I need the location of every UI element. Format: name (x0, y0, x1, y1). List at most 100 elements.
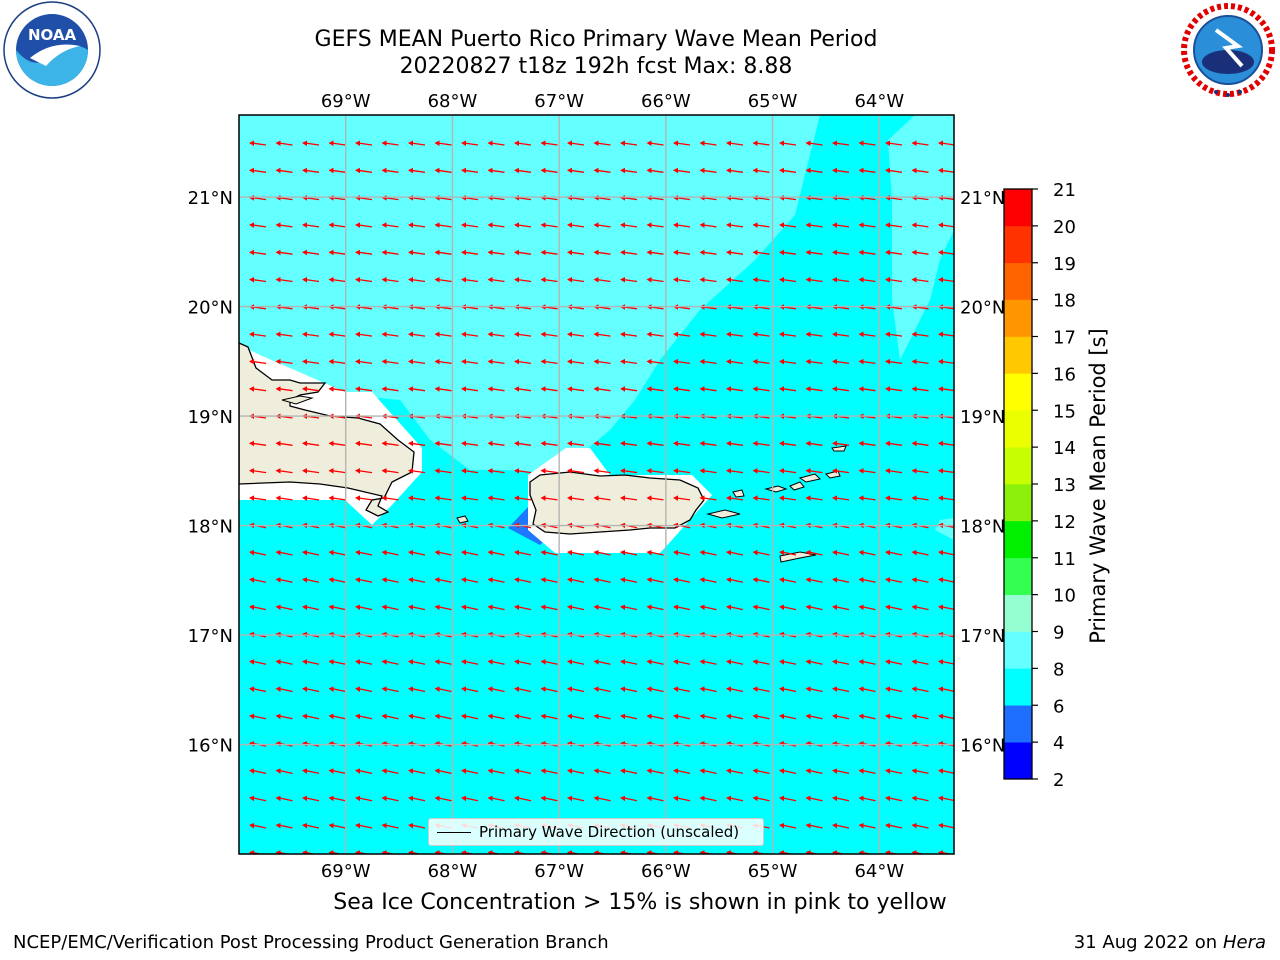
wave-arrow (408, 768, 426, 775)
wave-arrow (487, 659, 505, 665)
wave-arrow (355, 604, 373, 611)
legend-label: Primary Wave Direction (unscaled) (479, 823, 740, 841)
wave-arrow (249, 550, 267, 556)
wave-arrow (699, 550, 717, 556)
wave-arrow (381, 659, 399, 665)
wave-arrow (646, 577, 664, 583)
wave-arrow (805, 167, 823, 174)
wave-arrow (620, 768, 638, 775)
wave-arrow (885, 331, 903, 338)
wave-arrow (408, 249, 426, 256)
wave-arrow (434, 440, 452, 447)
wave-arrow (328, 577, 346, 583)
mona-island (456, 515, 469, 524)
wave-arrow (938, 440, 954, 447)
st-croix-island (779, 551, 817, 563)
wave-arrow (540, 468, 558, 474)
wave-arrow (673, 386, 691, 392)
wave-arrow (328, 277, 346, 283)
wave-arrow (673, 277, 691, 283)
wave-arrow (249, 277, 267, 283)
wave-arrow (461, 249, 479, 256)
culebra-island (732, 489, 745, 498)
wave-arrow (646, 331, 664, 338)
wave-arrow (514, 277, 532, 283)
wave-arrow (646, 386, 664, 392)
wave-arrow (699, 331, 717, 338)
colorbar-tick-label: 4 (1053, 733, 1064, 754)
wave-arrow (858, 249, 876, 256)
wave-arrow (885, 550, 903, 556)
colorbar-segment (1004, 373, 1032, 411)
wave-arrow (302, 604, 320, 611)
colorbar-segment (1004, 668, 1032, 706)
wave-arrow (381, 167, 399, 174)
wave-arrow (434, 386, 452, 392)
wave-arrow (673, 768, 691, 775)
colorbar-segment (1004, 262, 1032, 300)
wave-arrow (805, 358, 823, 365)
footer-machine: Hera (1222, 932, 1266, 953)
wave-arrow (434, 140, 452, 146)
wave-arrow (461, 795, 479, 802)
wave-arrow (275, 386, 293, 392)
wave-arrow (302, 577, 320, 583)
wave-arrow (699, 222, 717, 228)
wave-arrow (726, 659, 744, 665)
map-axis-labels: 69°W 69°W 68°W 68°W 67°W 67°W 66°W 66°W 65°W 65°W… (188, 91, 1006, 882)
wave-arrow (593, 249, 611, 256)
wave-arrow (752, 686, 770, 693)
wave-arrow (567, 386, 585, 392)
wave-arrow (408, 358, 426, 365)
wave-arrow (514, 495, 532, 501)
wave-arrow (302, 249, 320, 256)
latitude-label-right: 20°N (960, 298, 1005, 319)
wave-arrow (514, 358, 532, 365)
wave-arrow (249, 358, 267, 365)
wave-arrow (673, 495, 691, 501)
wave-arrow (249, 249, 267, 256)
wave-arrow (328, 386, 346, 392)
wave-arrow (805, 277, 823, 283)
longitude-label: 64°W (854, 861, 904, 882)
wave-arrow (646, 604, 664, 611)
wave-arrow (381, 277, 399, 283)
wave-arrow (487, 468, 505, 474)
wave-arrow (540, 577, 558, 583)
wave-arrow (381, 468, 399, 474)
wave-arrow (249, 331, 267, 338)
wave-arrow (328, 686, 346, 693)
colorbar-tick-label: 10 (1053, 586, 1076, 607)
wave-arrow (567, 358, 585, 365)
wave-arrow (673, 222, 691, 228)
wave-arrow (434, 604, 452, 611)
wave-arrow (434, 577, 452, 583)
wave-arrow (805, 440, 823, 447)
latitude-label: 17°N (188, 626, 233, 647)
wave-arrow (593, 550, 611, 556)
wave-arrow (752, 277, 770, 283)
wave-arrow (805, 222, 823, 228)
wave-arrow (858, 768, 876, 775)
wave-arrow (620, 249, 638, 256)
wave-arrow (567, 331, 585, 338)
wave-arrow (805, 686, 823, 693)
wave-arrow (699, 358, 717, 365)
latitude-label: 19°N (188, 407, 233, 428)
wave-arrow (699, 140, 717, 146)
wave-arrow (699, 604, 717, 611)
wave-arrow (726, 468, 744, 474)
wave-arrow (726, 604, 744, 611)
wave-arrow (938, 659, 954, 665)
wave-arrow (699, 659, 717, 665)
wave-arrow (328, 795, 346, 802)
wave-arrow (620, 659, 638, 665)
colorbar-tick-label: 9 (1053, 623, 1064, 644)
wave-arrow (408, 604, 426, 611)
sea-ice-caption: Sea Ice Concentration > 15% is shown in … (333, 890, 947, 915)
wave-arrow (249, 795, 267, 802)
wave-arrow (620, 222, 638, 228)
wave-arrow (302, 222, 320, 228)
wave-arrow (646, 167, 664, 174)
wave-arrow (355, 440, 373, 447)
